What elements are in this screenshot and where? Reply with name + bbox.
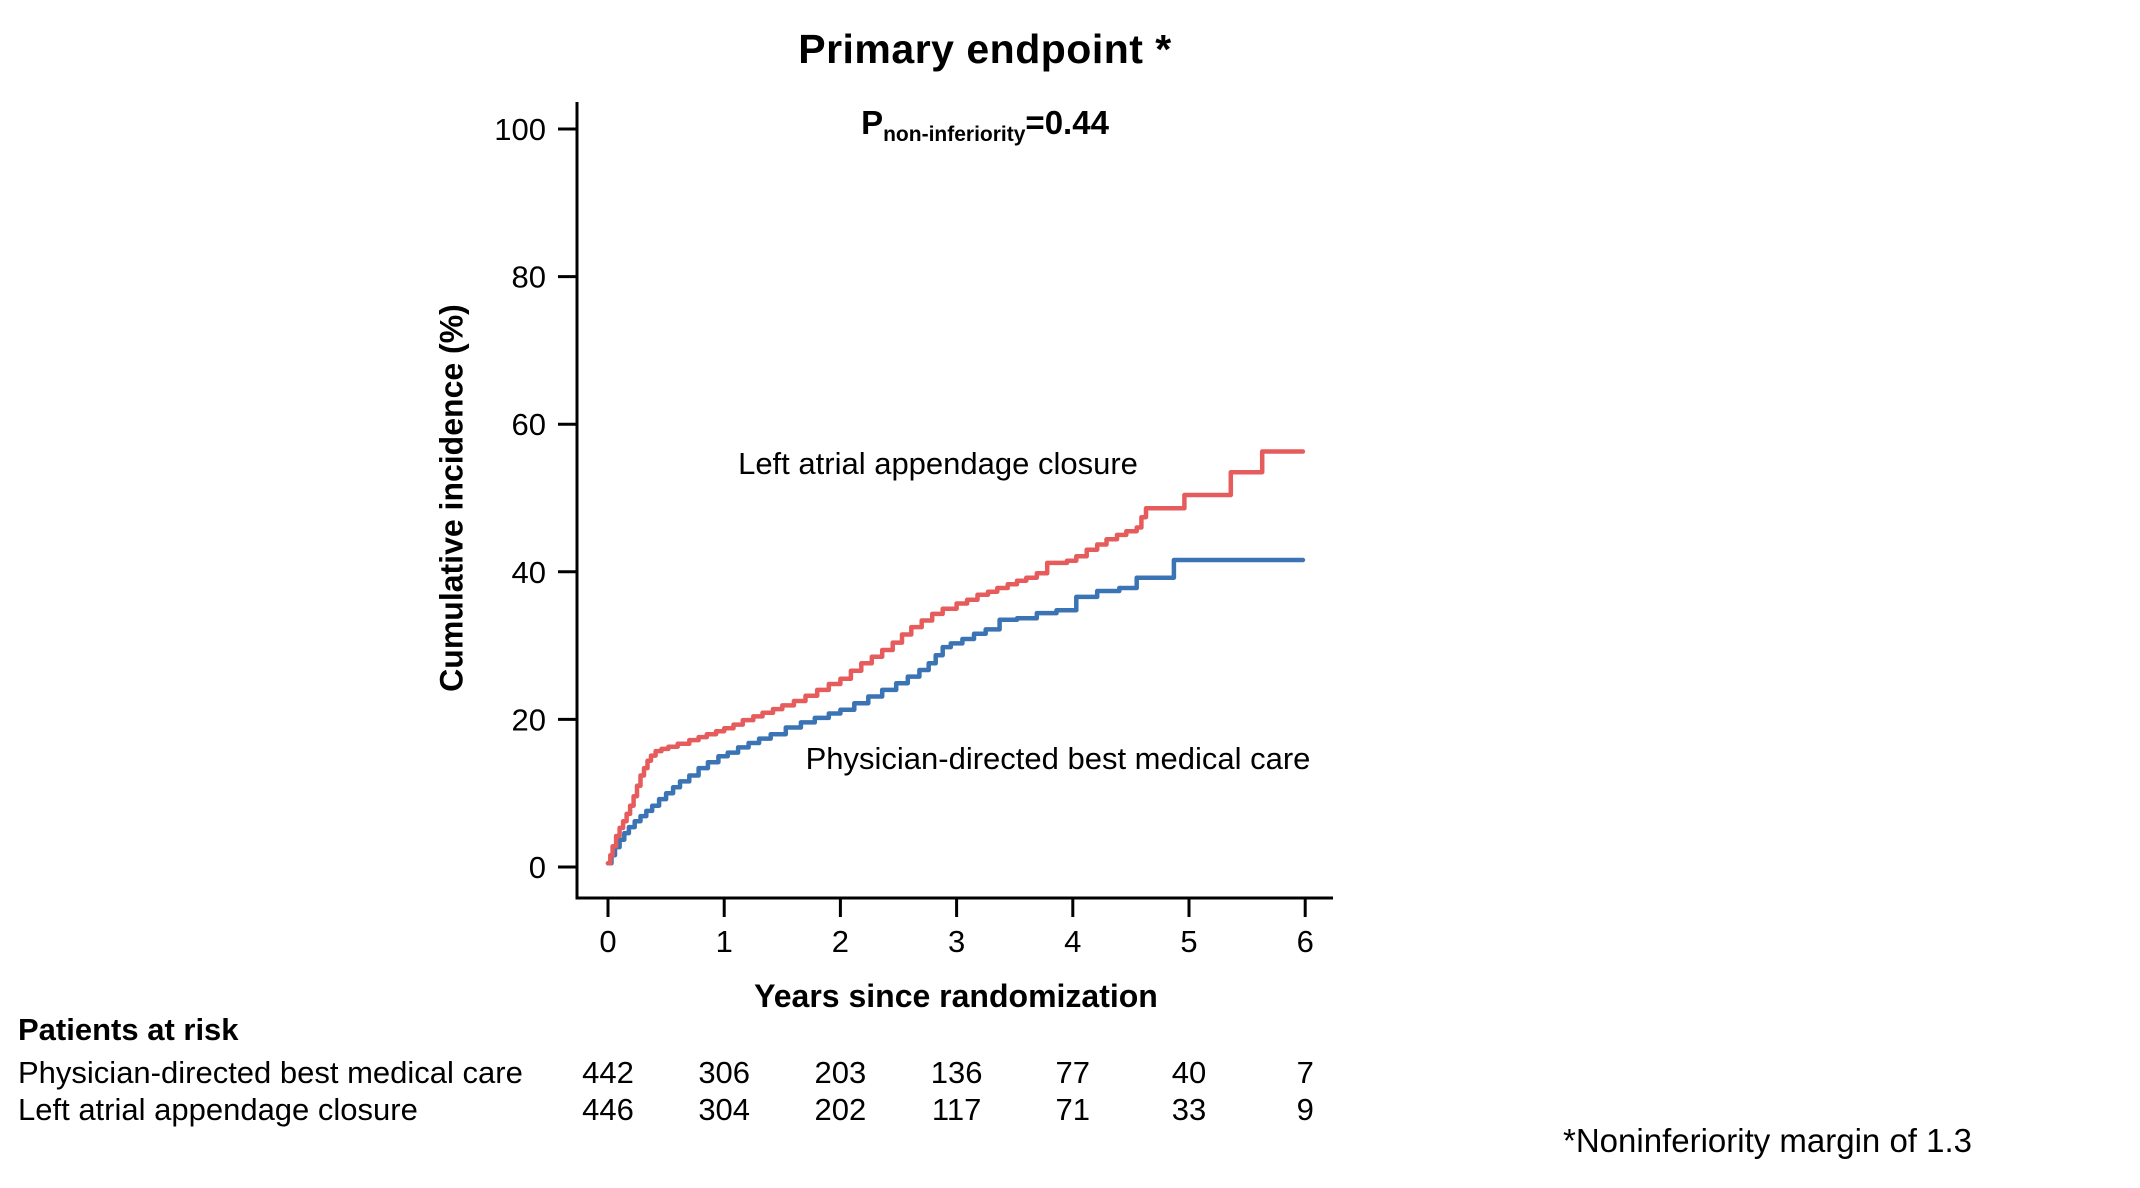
risk-count: 136: [930, 1055, 983, 1090]
x-tick-label: 6: [1297, 924, 1314, 959]
risk-row-label-medical-care: Physician-directed best medical care: [18, 1055, 523, 1090]
y-tick-label: 40: [512, 555, 546, 590]
p-subscript: non-inferiority: [883, 123, 1026, 146]
x-tick-label: 1: [716, 924, 733, 959]
y-tick-label: 20: [512, 702, 546, 737]
risk-table-header: Patients at risk: [18, 1012, 239, 1047]
p-value-annotation: Pnon-inferiority=0.44: [861, 104, 1109, 147]
risk-count: 304: [698, 1092, 751, 1127]
y-tick-label: 80: [512, 260, 546, 295]
risk-count: 77: [1055, 1055, 1091, 1090]
risk-count: 71: [1055, 1092, 1091, 1127]
footnote: *Noninferiority margin of 1.3: [1563, 1122, 1973, 1159]
risk-count: 202: [814, 1092, 867, 1127]
y-tick-label: 0: [529, 850, 546, 885]
risk-count: 7: [1296, 1055, 1314, 1090]
curve-label-laac: Left atrial appendage closure: [738, 446, 1138, 481]
x-tick-label: 4: [1064, 924, 1081, 959]
series-path-laac: [605, 449, 1306, 866]
curve-label-medical-care: Physician-directed best medical care: [805, 741, 1311, 776]
risk-row-label-laac: Left atrial appendage closure: [18, 1092, 418, 1127]
y-axis-title: Cumulative incidence (%): [433, 304, 470, 692]
x-tick-label: 5: [1180, 924, 1197, 959]
x-axis-title: Years since randomization: [754, 978, 1158, 1014]
y-tick-label: 60: [512, 407, 546, 442]
risk-count: 40: [1171, 1055, 1207, 1090]
x-tick-label: 0: [599, 924, 616, 959]
risk-count: 442: [582, 1055, 634, 1090]
y-tick-label: 100: [494, 112, 546, 147]
risk-count: 203: [814, 1055, 867, 1090]
p-value: =0.44: [1025, 104, 1109, 141]
p-symbol: P: [861, 104, 884, 141]
risk-count: 33: [1171, 1092, 1207, 1127]
x-tick-label: 2: [832, 924, 849, 959]
chart-title: Primary endpoint *: [798, 26, 1172, 72]
risk-count: 446: [582, 1092, 634, 1127]
x-tick-label: 3: [948, 924, 965, 959]
risk-count: 306: [698, 1055, 751, 1090]
risk-count: 9: [1296, 1092, 1314, 1127]
risk-count: 117: [931, 1092, 982, 1127]
series-path-medical-care: [605, 557, 1306, 866]
